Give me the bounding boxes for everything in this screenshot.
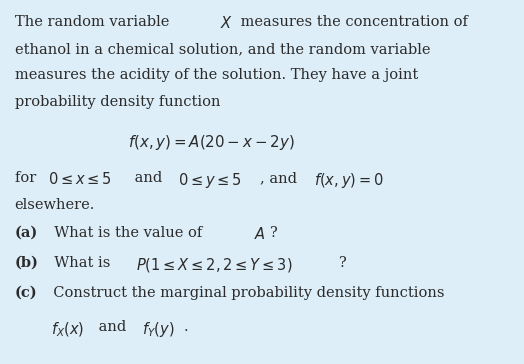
Text: .: . xyxy=(184,320,189,334)
Text: elsewhere.: elsewhere. xyxy=(15,198,95,211)
Text: measures the acidity of the solution. They have a joint: measures the acidity of the solution. Th… xyxy=(15,68,418,82)
Text: ?: ? xyxy=(269,226,277,240)
Text: , and: , and xyxy=(260,171,302,185)
Text: $f_X(x)$: $f_X(x)$ xyxy=(51,320,85,339)
Text: and: and xyxy=(94,320,132,334)
Text: What is: What is xyxy=(46,256,115,270)
Text: What is the value of: What is the value of xyxy=(45,226,206,240)
Text: Construct the marginal probability density functions: Construct the marginal probability densi… xyxy=(44,286,444,300)
Text: (c): (c) xyxy=(15,286,37,300)
Text: $f(x, y) = 0$: $f(x, y) = 0$ xyxy=(314,171,384,190)
Text: $0 \leq y \leq 5$: $0 \leq y \leq 5$ xyxy=(178,171,242,190)
Text: $f_Y(y)$: $f_Y(y)$ xyxy=(142,320,174,339)
Text: measures the concentration of: measures the concentration of xyxy=(236,15,468,29)
Text: $0 \leq x \leq 5$: $0 \leq x \leq 5$ xyxy=(48,171,112,187)
Text: for: for xyxy=(15,171,40,185)
Text: The random variable: The random variable xyxy=(15,15,173,29)
Text: $P(1 \leq X \leq 2, 2 \leq Y \leq 3)$: $P(1 \leq X \leq 2, 2 \leq Y \leq 3)$ xyxy=(136,256,292,274)
Text: $f(x, y) = A(20 - x - 2y)$: $f(x, y) = A(20 - x - 2y)$ xyxy=(128,133,295,152)
Text: ethanol in a chemical solution, and the random variable: ethanol in a chemical solution, and the … xyxy=(15,42,435,56)
Text: probability density function: probability density function xyxy=(15,95,220,109)
Text: (b): (b) xyxy=(15,256,39,270)
Text: $X$: $X$ xyxy=(220,15,233,31)
Text: ?: ? xyxy=(337,256,345,270)
Text: (a): (a) xyxy=(15,226,38,240)
Text: and: and xyxy=(130,171,167,185)
Text: $A$: $A$ xyxy=(254,226,265,242)
